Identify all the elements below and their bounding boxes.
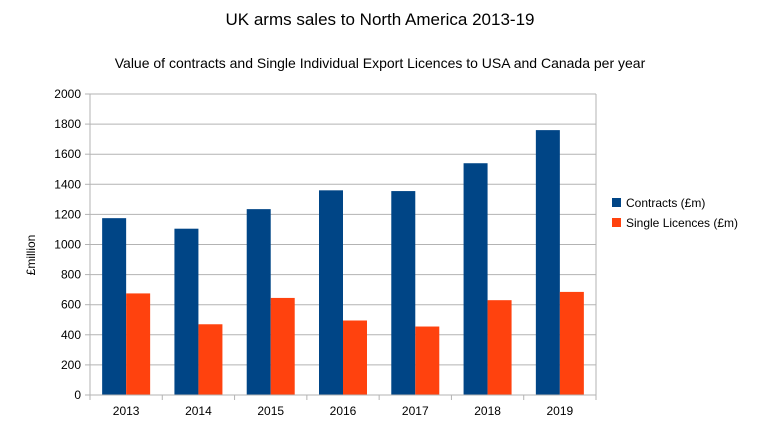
single-licences-bar xyxy=(415,326,440,395)
contracts-bar xyxy=(319,190,343,395)
contracts-bar xyxy=(174,228,199,395)
y-tick-label: 0 xyxy=(74,388,81,402)
y-tick-label: 1400 xyxy=(54,177,81,191)
y-tick-label: 200 xyxy=(61,358,81,372)
y-tick-labels: 0 200 400 600 800 1000 1200 1400 1600 1800 2000 xyxy=(54,87,81,402)
y-tick-label: 1200 xyxy=(54,207,81,221)
legend: Contracts (£m) Single Licences (£m) xyxy=(612,196,738,230)
single-licences-bar xyxy=(270,297,295,395)
legend-swatch xyxy=(612,198,621,207)
y-tick-label: 400 xyxy=(61,328,81,342)
y-tick-label: 600 xyxy=(61,298,81,312)
x-tick-label: 2018 xyxy=(474,404,501,418)
y-axis-title: £million xyxy=(24,235,38,276)
single-licences-bar xyxy=(126,293,151,395)
contracts-bar xyxy=(102,218,127,395)
legend-swatch xyxy=(612,218,621,227)
contracts-bar xyxy=(463,163,488,395)
single-licences-bar xyxy=(559,291,584,395)
legend-label: Single Licences (£m) xyxy=(626,216,738,230)
y-tick-label: 1000 xyxy=(54,238,81,252)
y-tick-label: 1800 xyxy=(54,117,81,131)
bars xyxy=(102,130,584,395)
x-tick-label: 2015 xyxy=(257,404,284,418)
y-tick-label: 2000 xyxy=(54,87,81,101)
axes xyxy=(89,94,597,400)
x-tick-label: 2016 xyxy=(330,404,357,418)
y-tick-label: 800 xyxy=(61,268,81,282)
y-tick-label: 1600 xyxy=(54,147,81,161)
x-tick-label: 2013 xyxy=(113,404,140,418)
chart-subtitle: Value of contracts and Single Individual… xyxy=(114,55,646,71)
x-tick-labels: 2013 2014 2015 2016 2017 2018 2019 xyxy=(113,404,574,418)
legend-label: Contracts (£m) xyxy=(626,196,705,210)
single-licences-bar xyxy=(198,324,223,395)
single-licences-bar xyxy=(343,320,367,395)
x-tick-label: 2014 xyxy=(185,404,212,418)
single-licences-bar xyxy=(487,300,512,395)
contracts-bar xyxy=(246,209,271,395)
contracts-bar xyxy=(391,191,416,395)
x-tick-label: 2019 xyxy=(547,404,574,418)
x-tick-label: 2017 xyxy=(402,404,429,418)
chart-title: UK arms sales to North America 2013-19 xyxy=(225,10,535,29)
contracts-bar xyxy=(535,130,560,395)
